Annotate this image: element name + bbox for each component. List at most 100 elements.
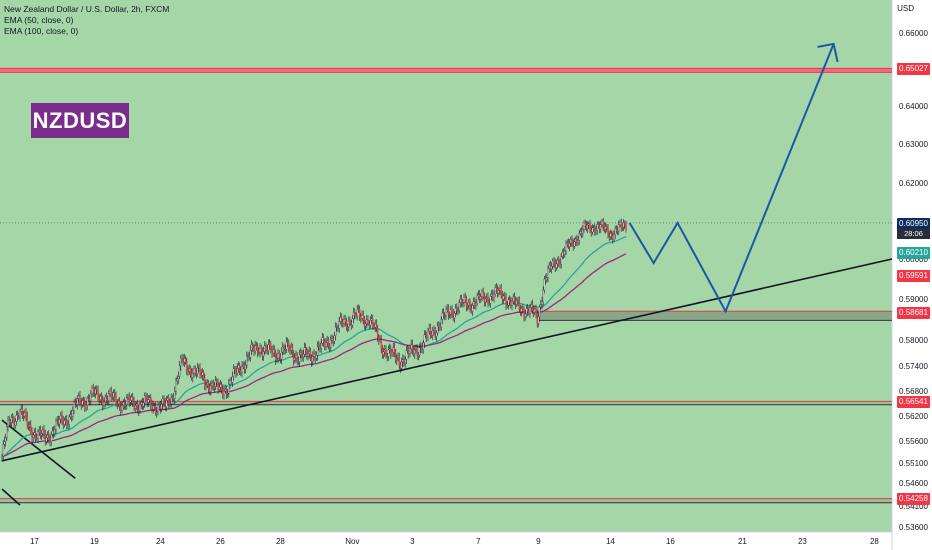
candle-body [96, 388, 98, 391]
chart-legend: New Zealand Dollar / U.S. Dollar, 2h, FX… [4, 4, 169, 37]
candle [456, 303, 458, 316]
candle-body [85, 404, 87, 408]
candle-body [416, 349, 418, 356]
candle-body [482, 292, 484, 298]
candle [560, 253, 562, 269]
candle-body [319, 345, 321, 349]
candle [387, 345, 390, 361]
candle-body [253, 348, 255, 352]
candle-body [58, 419, 61, 424]
y-tick-label: 0.60000 [899, 255, 928, 264]
candle [584, 219, 586, 230]
legend-ema50[interactable]: EMA (50, close, 0) [4, 15, 74, 25]
candle-body [424, 334, 427, 337]
candle [511, 297, 513, 311]
candle-body [290, 347, 292, 351]
candle-body [564, 250, 566, 255]
candle-body [376, 328, 379, 338]
candle [414, 345, 416, 360]
candle-body [367, 319, 369, 324]
candle [273, 345, 276, 357]
candle-body [196, 367, 199, 374]
candle [340, 313, 343, 327]
candle-body [378, 337, 380, 340]
candle-body [324, 341, 326, 347]
candle-body [159, 405, 162, 410]
candle [165, 395, 168, 412]
candle-body [436, 325, 439, 334]
candle-body [54, 429, 56, 434]
candle-body [39, 430, 42, 436]
candle [516, 297, 518, 308]
candle [586, 221, 589, 234]
candle [442, 308, 445, 319]
candle [244, 360, 247, 374]
candle [196, 362, 199, 377]
candle [444, 311, 446, 321]
candle-body [582, 229, 584, 234]
candle-body [426, 335, 428, 338]
candle-body [476, 295, 478, 304]
price-tag-mid-zone: 0.56541 [897, 396, 930, 408]
candle-body [567, 242, 570, 247]
candle-body [320, 343, 322, 349]
candle [582, 224, 584, 238]
candle [315, 351, 318, 362]
candle-body [537, 316, 540, 324]
candle [372, 314, 374, 330]
candle [522, 303, 524, 314]
candle [252, 341, 254, 353]
y-tick-label: 0.54600 [899, 479, 928, 488]
candle-body [522, 308, 524, 312]
candle-body [381, 347, 384, 355]
bar-countdown: 28:06 [897, 229, 930, 239]
candle-body [163, 398, 165, 404]
candle [3, 436, 6, 450]
candle-body [73, 402, 75, 411]
candle-body [397, 357, 399, 359]
candle-body [578, 233, 580, 241]
candle [12, 412, 14, 424]
candle [304, 343, 307, 356]
legend-symbol[interactable]: New Zealand Dollar / U.S. Dollar, 2h, FX… [4, 4, 170, 14]
candle-body [358, 309, 361, 317]
candle-body [519, 308, 522, 312]
candle [552, 258, 554, 270]
candle-body [157, 405, 159, 413]
candle [325, 337, 327, 351]
time-axis-background[interactable] [0, 532, 892, 550]
candle [278, 350, 280, 362]
candle [192, 368, 194, 383]
candle [15, 411, 18, 426]
x-tick-label: 17 [30, 537, 39, 546]
candle [597, 221, 600, 229]
candle [100, 392, 103, 405]
candle [382, 347, 385, 359]
candle-body [618, 224, 620, 232]
candle-body [27, 424, 30, 427]
candle-body [501, 294, 504, 300]
candle-body [451, 309, 453, 314]
candle-body [63, 420, 66, 425]
candle-body [589, 223, 591, 231]
candle-body [219, 384, 222, 388]
candle-body [206, 382, 208, 385]
candle [34, 427, 37, 443]
candle-body [19, 411, 21, 417]
candle [424, 330, 427, 339]
candle-body [200, 373, 202, 376]
x-tick-label: 16 [666, 537, 675, 546]
candle [498, 287, 500, 297]
candle-body [610, 233, 613, 236]
legend-ema100[interactable]: EMA (100, close, 0) [4, 26, 79, 36]
candle-body [130, 396, 133, 401]
candle-body [574, 238, 577, 242]
candle-body [182, 359, 184, 363]
candle [394, 349, 397, 364]
candle-body [517, 300, 519, 302]
candle [40, 430, 43, 441]
candle [513, 292, 516, 306]
candle-body [363, 319, 366, 327]
candle [86, 395, 88, 411]
